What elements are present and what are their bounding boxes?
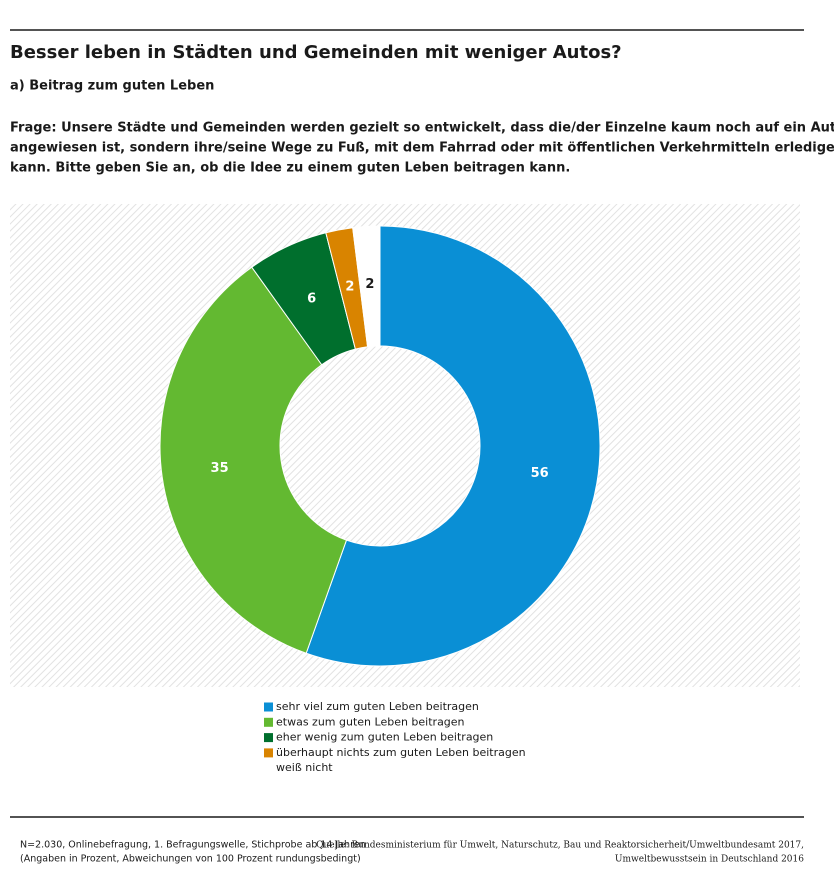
chart-title: Besser leben in Städten und Gemeinden mi… <box>10 42 622 63</box>
legend-label: überhaupt nichts zum guten Leben beitrag… <box>276 746 526 759</box>
question: Frage: Unsere Städte und Gemeinden werde… <box>10 121 834 136</box>
slice <box>352 225 381 348</box>
legend-label: eher wenig zum guten Leben beitragen <box>276 731 493 744</box>
data-label: 35 <box>211 461 229 476</box>
data-label: 6 <box>307 292 316 307</box>
subtitle: a) Beitrag zum guten Leben <box>10 79 214 94</box>
legend-swatch <box>264 748 273 758</box>
note: N=2.030, Onlinebefragung, 1. Befragungsw… <box>20 840 366 851</box>
legend-label: sehr viel zum guten Leben beitragen <box>276 700 479 713</box>
source: Quelle: Bundesministerium für Umwelt, Na… <box>316 841 804 851</box>
data-label: 56 <box>531 466 549 481</box>
legend-swatch <box>264 702 273 712</box>
slice <box>305 225 601 667</box>
slice <box>159 266 348 654</box>
legend-label: weiß nicht <box>276 761 333 774</box>
question: kann. Bitte geben Sie an, ob die Idee zu… <box>10 161 570 176</box>
note: (Angaben in Prozent, Abweichungen von 10… <box>20 854 361 865</box>
legend-swatch <box>264 763 273 773</box>
legend-label: etwas zum guten Leben beitragen <box>276 715 465 728</box>
legend-swatch <box>264 733 273 743</box>
legend-swatch <box>264 717 273 727</box>
data-label: 2 <box>345 279 354 294</box>
data-label: 2 <box>365 277 374 292</box>
source: Umweltbewusstsein in Deutschland 2016 <box>615 855 804 865</box>
question: angewiesen ist, sondern ihre/seine Wege … <box>10 141 834 156</box>
